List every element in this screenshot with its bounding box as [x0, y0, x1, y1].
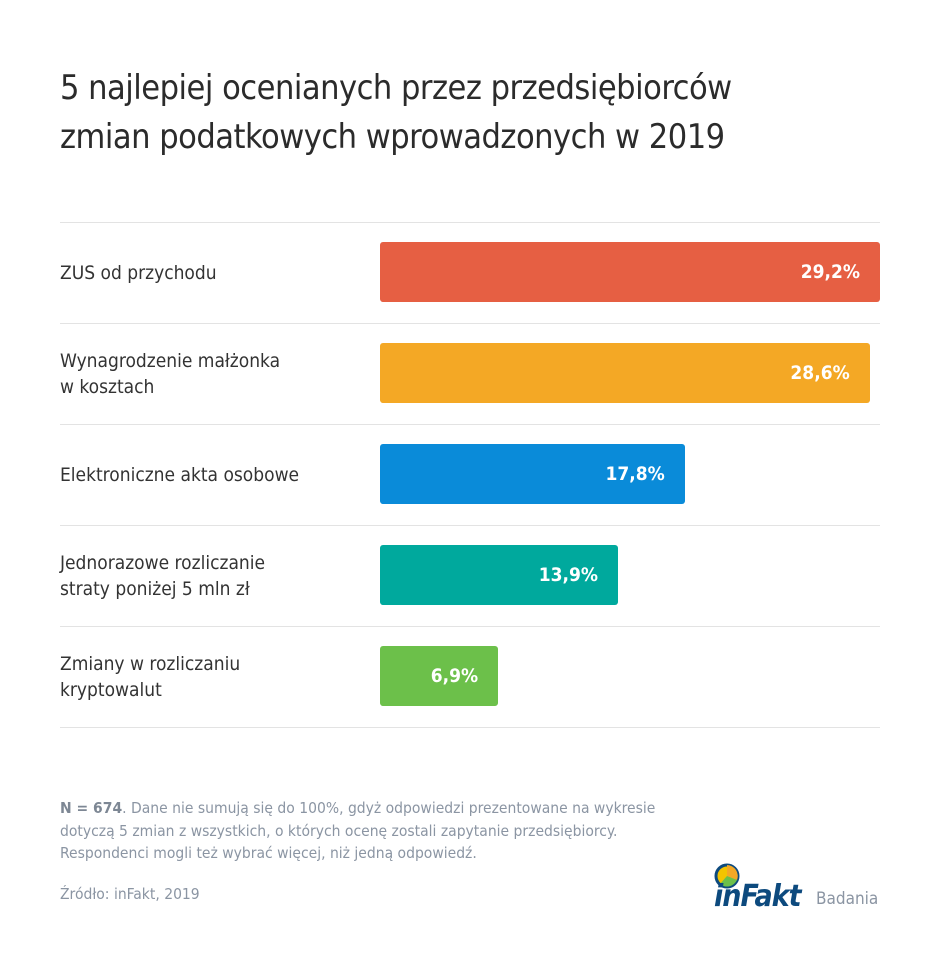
category-line: kryptowalut — [60, 678, 162, 701]
category-label: Zmiany w rozliczaniu kryptowalut — [60, 626, 360, 727]
title-line: zmian podatkowych wprowadzonych w 2019 — [60, 117, 725, 157]
bar: 29,2% — [380, 242, 880, 302]
category-line: straty poniżej 5 mln zł — [60, 577, 250, 600]
category-line: Elektroniczne akta osobowe — [60, 463, 300, 486]
category-text: Zmiany w rozliczaniu kryptowalut — [60, 651, 240, 703]
chart-title: 5 najlepiej ocenianych przez przedsiębio… — [60, 64, 920, 162]
category-text: ZUS od przychodu — [60, 260, 217, 286]
category-text: Elektroniczne akta osobowe — [60, 462, 299, 488]
bar: 28,6% — [380, 343, 870, 403]
row-divider — [60, 626, 880, 627]
category-text: Wynagrodzenie małżonka w kosztach — [60, 348, 280, 400]
row-divider — [60, 424, 880, 425]
category-label: ZUS od przychodu — [60, 222, 360, 323]
data-label: 6,9% — [430, 665, 479, 687]
bar: 17,8% — [380, 444, 685, 504]
bar: 6,9% — [380, 646, 499, 706]
data-label: 13,9% — [538, 564, 598, 586]
category-line: w kosztach — [60, 375, 155, 398]
footnote-text: . Dane nie sumują się do 100%, gdyż odpo… — [60, 799, 656, 862]
category-label: Jednorazowe rozliczanie straty poniżej 5 … — [60, 525, 360, 626]
data-label: 28,6% — [790, 362, 850, 384]
row-divider — [60, 222, 880, 223]
pie-logo-icon — [714, 863, 740, 889]
source: Źródło: inFakt, 2019 — [60, 885, 200, 903]
bar: 13,9% — [380, 545, 618, 605]
logo-brand: inFakt — [714, 879, 802, 914]
sample-size: N = 674 — [60, 799, 123, 817]
title-line: 5 najlepiej ocenianych przez przedsiębio… — [60, 68, 732, 108]
row-divider — [60, 323, 880, 324]
category-label: Wynagrodzenie małżonka w kosztach — [60, 323, 360, 424]
category-line: Zmiany w rozliczaniu — [60, 652, 241, 675]
logo-sub: Badania — [816, 889, 879, 909]
category-line: Jednorazowe rozliczanie — [60, 551, 266, 574]
category-label: Elektroniczne akta osobowe — [60, 424, 360, 525]
data-label: 17,8% — [605, 463, 665, 485]
category-text: Jednorazowe rozliczanie straty poniżej 5 … — [60, 550, 265, 602]
data-label: 29,2% — [800, 261, 860, 283]
row-divider — [60, 525, 880, 526]
category-line: ZUS od przychodu — [60, 261, 217, 284]
category-line: Wynagrodzenie małżonka — [60, 349, 281, 372]
row-divider — [60, 727, 880, 728]
footnote: N = 674. Dane nie sumują się do 100%, gd… — [60, 797, 700, 865]
